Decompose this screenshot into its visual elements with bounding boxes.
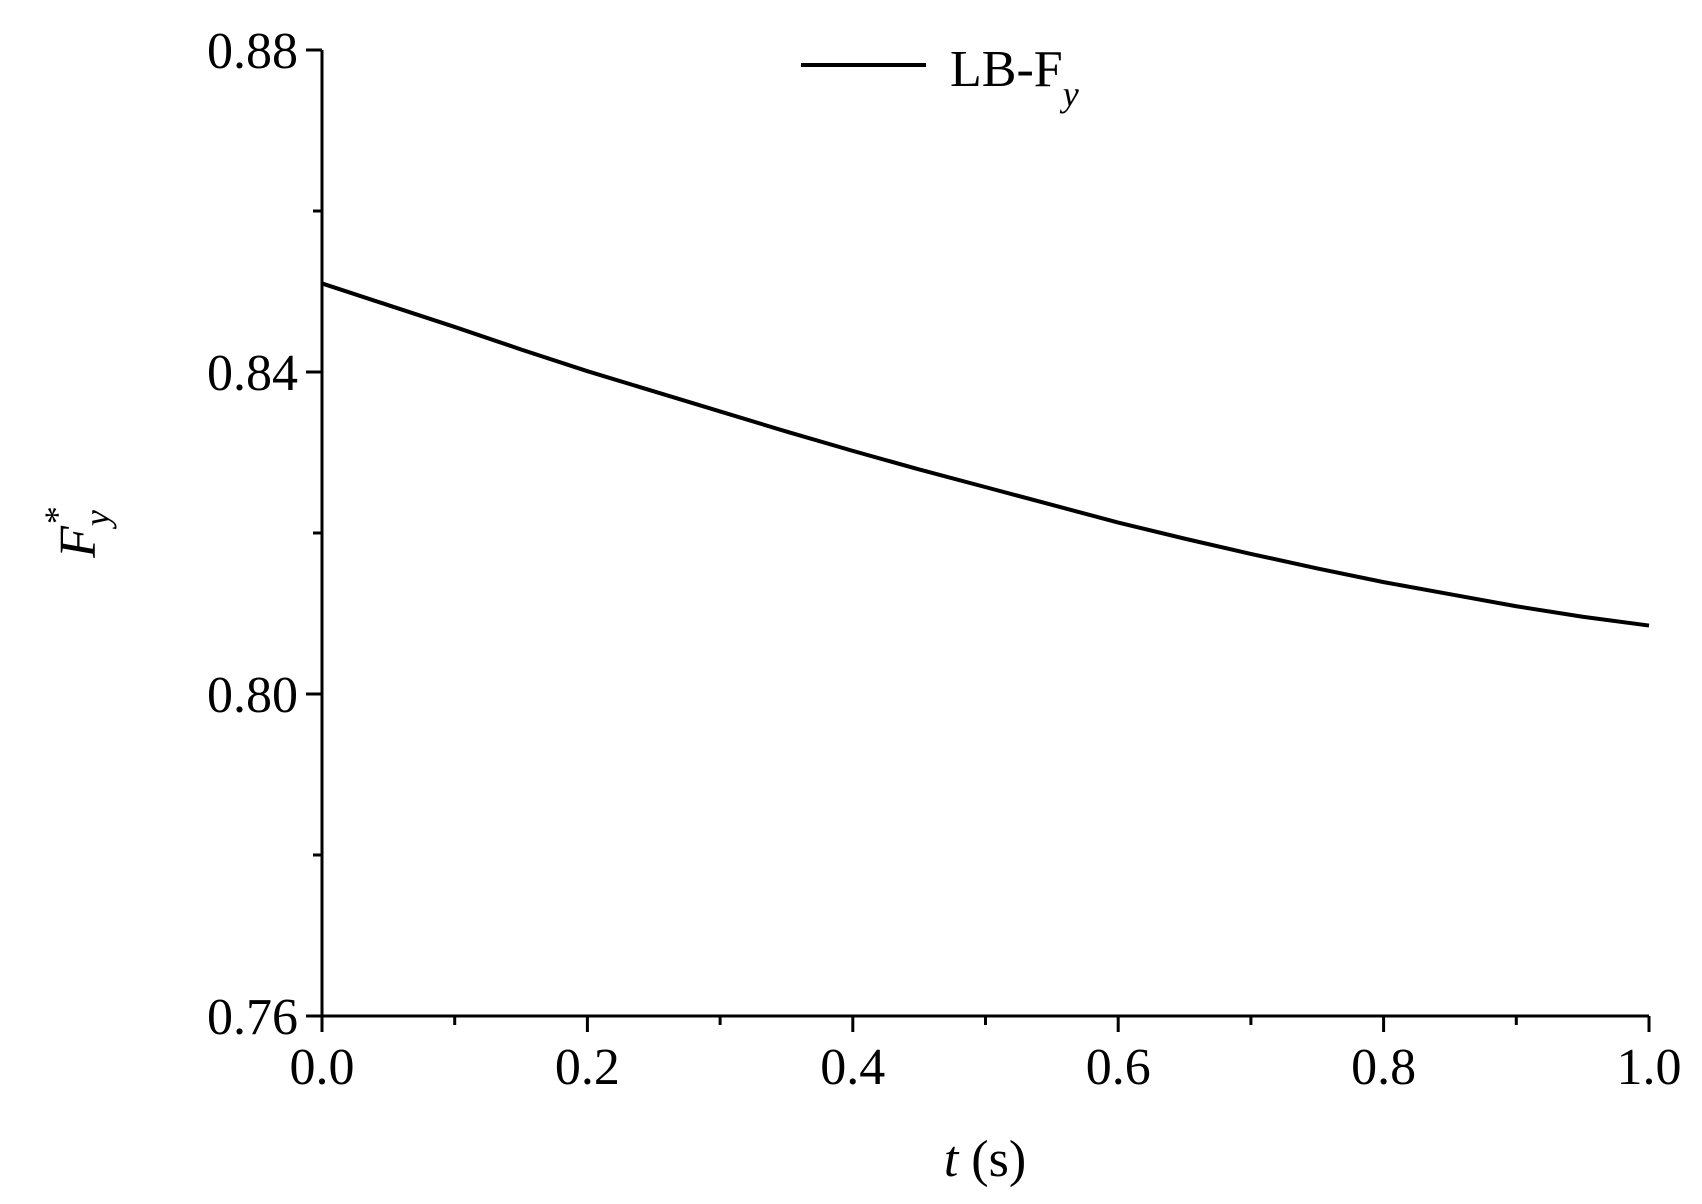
y-tick-label: 0.76 [207,989,298,1046]
y-label-main: F [50,525,107,559]
x-tick-label: 0.6 [1086,1039,1151,1096]
x-tick-label: 0.8 [1351,1039,1416,1096]
x-axis-label: t (s) [944,1131,1026,1188]
x-tick-label: 0.2 [555,1039,620,1096]
y-tick-label: 0.84 [207,345,298,402]
y-tick-label: 0.80 [207,667,298,724]
y-axis-label: Fy* [37,506,117,559]
x-label-main: t [944,1131,960,1188]
y-tick-label: 0.88 [207,23,298,80]
x-label-rest: (s) [958,1131,1026,1188]
x-tick-label: 0.4 [820,1039,885,1096]
legend-label: LB-Fy [950,41,1079,114]
x-tick-label: 1.0 [1617,1039,1682,1096]
y-label-sub: y [77,510,117,529]
legend-name: LB-F [950,41,1063,98]
data-line [321,281,1650,628]
legend-name-sub: y [1060,74,1079,114]
x-tick-label: 0.0 [290,1039,355,1096]
y-label-sup: * [37,506,77,524]
